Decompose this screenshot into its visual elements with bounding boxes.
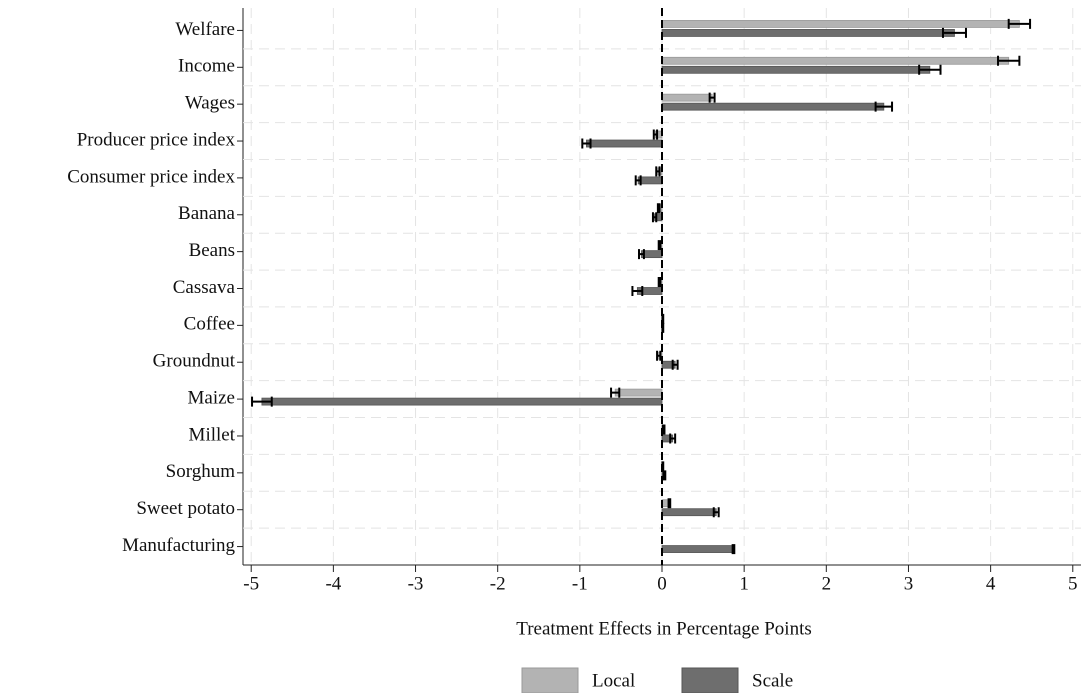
- x-tick-label: 3: [904, 573, 914, 594]
- bar: [586, 139, 663, 148]
- x-tick-label: -1: [572, 573, 588, 594]
- bar: [661, 29, 955, 37]
- bar: [614, 388, 663, 397]
- x-tick-label: -5: [243, 573, 259, 594]
- error-bar: [631, 286, 644, 296]
- error-bar: [656, 203, 661, 214]
- error-bar: [667, 498, 672, 509]
- y-tick-label: Consumer price index: [67, 166, 235, 187]
- y-tick-label: Groundnut: [153, 351, 236, 372]
- x-axis-label: Treatment Effects in Percentage Points: [516, 618, 812, 639]
- bar: [661, 65, 931, 74]
- x-tick-label: 2: [822, 573, 832, 594]
- error-bar: [610, 387, 621, 398]
- error-bar: [669, 433, 677, 444]
- legend-swatch: [521, 667, 579, 694]
- bar: [661, 93, 713, 102]
- legend-label: Local: [592, 670, 635, 691]
- x-tick-label: -2: [490, 573, 506, 594]
- error-bar: [661, 424, 666, 435]
- bar: [661, 56, 1010, 65]
- error-bar: [731, 544, 736, 555]
- bar: [661, 545, 734, 553]
- error-bar: [1007, 18, 1032, 29]
- x-tick-label: 1: [739, 573, 749, 594]
- error-bar: [651, 212, 658, 223]
- bar: [661, 102, 885, 111]
- error-bar: [997, 55, 1021, 66]
- error-bar: [657, 277, 662, 287]
- error-bar: [708, 92, 716, 103]
- y-tick-label: Millet: [189, 424, 236, 445]
- bar: [637, 176, 663, 185]
- y-tick-label: Income: [178, 56, 235, 77]
- y-tick-label: Manufacturing: [122, 535, 235, 556]
- y-tick-label: Welfare: [175, 19, 235, 40]
- y-tick-label: Banana: [178, 203, 236, 224]
- error-bar: [581, 138, 592, 149]
- error-bar: [652, 129, 659, 140]
- error-bar: [656, 350, 662, 361]
- y-tick-label: Sweet potato: [136, 498, 235, 519]
- bar: [661, 508, 717, 517]
- error-bar: [657, 240, 662, 251]
- x-tick-label: -3: [408, 573, 424, 594]
- x-tick-label: -4: [325, 573, 341, 594]
- x-tick-label: 0: [657, 573, 667, 594]
- error-bar: [941, 27, 967, 38]
- y-tick-label: Cassava: [173, 277, 236, 298]
- error-bar: [918, 64, 942, 75]
- y-tick-label: Coffee: [184, 314, 235, 335]
- x-tick-label: 5: [1068, 573, 1078, 594]
- error-bar: [634, 175, 642, 186]
- error-bar: [712, 507, 720, 518]
- y-tick-label: Sorghum: [166, 461, 236, 482]
- legend-swatch: [681, 667, 739, 694]
- error-bar: [874, 101, 894, 112]
- bar: [261, 397, 663, 406]
- y-tick-label: Producer price index: [77, 129, 236, 150]
- y-tick-label: Maize: [188, 387, 235, 408]
- y-tick-label: Wages: [185, 93, 235, 114]
- y-tick-label: Beans: [189, 240, 235, 261]
- error-bar: [662, 470, 667, 481]
- error-bar: [637, 249, 645, 260]
- error-bar: [671, 359, 679, 370]
- x-tick-label: 4: [986, 573, 996, 594]
- error-bar: [655, 166, 661, 177]
- bar: [661, 20, 1020, 28]
- legend-label: Scale: [752, 670, 793, 691]
- error-bar: [251, 396, 273, 407]
